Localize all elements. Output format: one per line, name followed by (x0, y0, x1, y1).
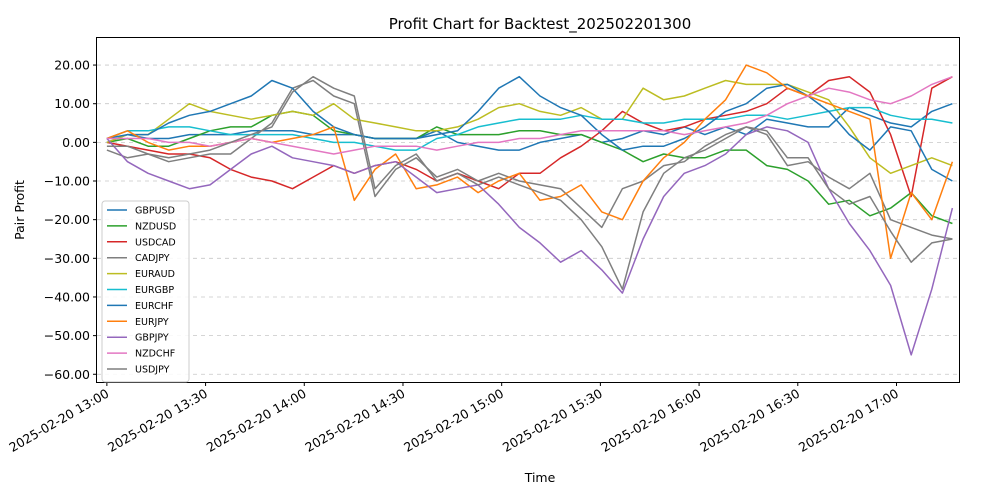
y-tick-label: −60.00 (44, 367, 90, 382)
series-lines (106, 64, 954, 356)
y-tick-label: −30.00 (44, 251, 90, 266)
x-tick-label: 2025-02-20 13:00 (6, 386, 111, 455)
legend-label: EURGBP (135, 285, 174, 296)
series-line-euraud (106, 79, 953, 175)
chart-title: Profit Chart for Backtest_202502201300 (389, 15, 692, 34)
x-tick-label: 2025-02-20 14:30 (302, 386, 407, 455)
y-tick-label: −10.00 (44, 174, 90, 189)
y-axis: 20.00 10.00 0.00 −10.00 −20.00 −30.00 −40.00 −5… (44, 58, 97, 382)
y-tick-label: 10.00 (54, 96, 90, 111)
y-tick-label: −50.00 (44, 328, 90, 343)
legend-label: EURCHF (135, 301, 173, 312)
legend-label: USDCAD (135, 237, 176, 248)
legend-label: USDJPY (135, 365, 170, 376)
y-tick-label: 0.00 (62, 135, 90, 150)
legend-label: GBPJPY (135, 333, 169, 344)
y-tick-label: −20.00 (44, 212, 90, 227)
legend-label: EURAUD (135, 269, 175, 280)
series-line-nzdchf (106, 75, 953, 155)
legend-label: CADJPY (135, 253, 170, 264)
series-line-nzdusd (106, 110, 953, 225)
x-tick-label: 2025-02-20 14:00 (204, 386, 309, 455)
legend-label: NZDCHF (135, 349, 175, 360)
x-tick-label: 2025-02-20 16:00 (599, 386, 704, 455)
series-line-eurgbp (106, 106, 953, 151)
y-tick-label: 20.00 (54, 58, 90, 73)
x-tick-label: 2025-02-20 16:30 (697, 386, 802, 455)
series-line-gbpjpy (106, 126, 954, 356)
legend-label: EURJPY (135, 317, 169, 328)
x-tick-label: 2025-02-20 17:00 (796, 386, 901, 455)
legend: GBPUSD NZDUSD USDCAD CADJPY EURAUD EURGBP EURC… (101, 200, 190, 383)
y-axis-title: Pair Profit (12, 180, 27, 240)
legend-label: GBPUSD (135, 206, 175, 217)
series-line-eurchf (106, 75, 953, 182)
series-line-gbpusd (106, 102, 953, 151)
series-line-usdjpy (106, 75, 953, 290)
x-axis-title: Time (524, 470, 556, 485)
x-tick-label: 2025-02-20 13:30 (105, 386, 210, 455)
x-tick-label: 2025-02-20 15:30 (500, 386, 605, 455)
x-tick-label: 2025-02-20 15:00 (401, 386, 506, 455)
legend-label: NZDUSD (135, 221, 176, 232)
plot-area (96, 37, 960, 383)
y-tick-label: −40.00 (44, 289, 90, 304)
